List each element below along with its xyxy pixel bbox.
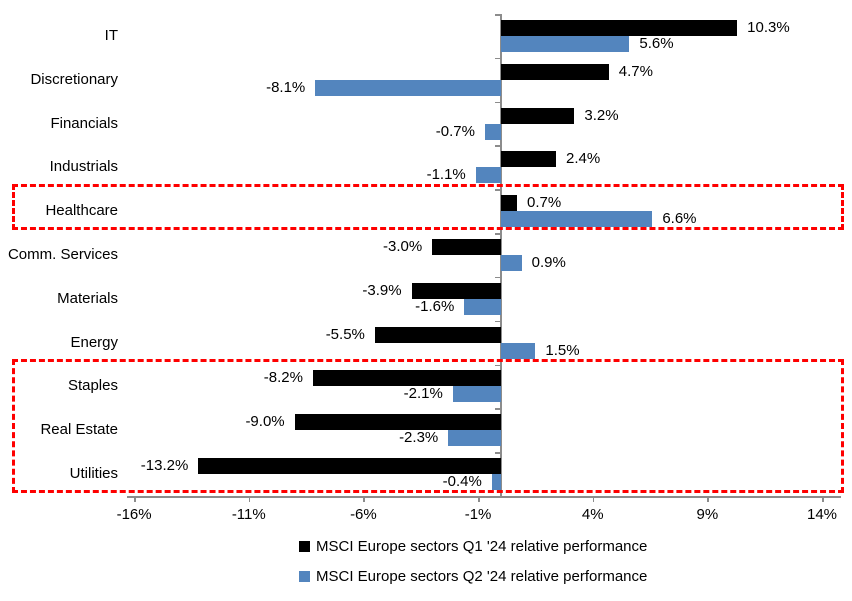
category-label-financials: Financials xyxy=(50,114,118,132)
value-label-q2-utilities: -0.4% xyxy=(442,473,482,491)
legend-swatch-q1 xyxy=(299,540,310,552)
bar-q2-industrials xyxy=(475,167,501,184)
y-axis-tick xyxy=(495,276,501,279)
bar-q1-discretionary xyxy=(501,63,609,80)
x-tick-label-11: -11% xyxy=(231,506,266,523)
y-axis-tick xyxy=(495,233,501,235)
y-axis-tick xyxy=(495,320,501,323)
category-label-discretionary: Discretionary xyxy=(30,70,118,88)
x-axis-tick xyxy=(707,496,709,502)
value-label-q2-materials: -1.6% xyxy=(415,297,455,315)
legend-swatch-q2 xyxy=(299,570,310,582)
highlight-box-1 xyxy=(12,183,844,230)
bar-q2-materials xyxy=(464,298,501,315)
value-label-q1-healthcare: 0.7% xyxy=(527,194,562,212)
value-label-q2-staples: -2.1% xyxy=(403,385,443,403)
value-label-q1-comm-services: -3.0% xyxy=(383,237,423,255)
x-axis-tick xyxy=(478,496,480,502)
bar-q2-staples xyxy=(452,386,501,403)
x-tick-label-16: -16% xyxy=(116,506,152,523)
y-axis-tick xyxy=(495,14,501,16)
legend-label-q1: MSCI Europe sectors Q1 '24 relative perf… xyxy=(316,537,648,555)
legend-item-q1: MSCI Europe sectors Q1 '24 relative perf… xyxy=(299,536,647,556)
value-label-q2-financials: -0.7% xyxy=(435,122,475,140)
category-label-it: IT xyxy=(104,26,118,44)
x-axis-line xyxy=(127,496,841,498)
category-label-energy: Energy xyxy=(70,333,118,351)
x-tick-label-6: -6% xyxy=(350,506,377,523)
bar-q2-energy xyxy=(501,342,536,359)
category-label-staples: Staples xyxy=(67,377,118,395)
x-tick-label-4: 4% xyxy=(581,506,604,523)
bar-q1-energy xyxy=(374,326,501,343)
y-axis-tick xyxy=(495,408,501,410)
x-axis-tick xyxy=(592,496,595,502)
y-axis-line xyxy=(500,14,502,496)
category-label-real-estate: Real Estate xyxy=(40,421,118,439)
value-label-q1-discretionary: 4.7% xyxy=(618,62,653,80)
bar-q2-real-estate xyxy=(448,430,501,447)
x-axis-tick xyxy=(363,496,365,502)
value-label-q1-financials: 3.2% xyxy=(584,106,619,124)
bar-q1-financials xyxy=(501,107,575,124)
value-label-q1-utilities: -13.2% xyxy=(140,457,189,475)
value-label-q1-energy: -5.5% xyxy=(325,325,365,343)
value-label-q2-discretionary: -8.1% xyxy=(266,78,306,96)
legend-label-q2: MSCI Europe sectors Q2 '24 relative perf… xyxy=(316,567,648,585)
bar-q2-comm-services xyxy=(501,254,522,271)
x-tick-label-9: 9% xyxy=(696,506,719,523)
bar-q2-healthcare xyxy=(501,211,653,228)
value-label-q1-industrials: 2.4% xyxy=(566,150,601,168)
y-axis-tick xyxy=(495,145,501,147)
category-label-comm-services: Comm. Services xyxy=(7,246,118,263)
category-label-materials: Materials xyxy=(57,289,118,307)
bar-q2-discretionary xyxy=(315,79,501,96)
bar-q1-staples xyxy=(312,370,501,387)
value-label-q2-it: 5.6% xyxy=(639,34,674,52)
bar-q2-utilities xyxy=(491,474,501,491)
value-label-q1-it: 10.3% xyxy=(747,18,790,36)
category-label-healthcare: Healthcare xyxy=(45,202,118,220)
highlight-box-2 xyxy=(12,359,844,493)
y-axis-tick xyxy=(495,57,501,60)
value-label-q2-industrials: -1.1% xyxy=(426,166,466,184)
bar-q2-it xyxy=(501,35,630,52)
x-axis-tick xyxy=(248,496,251,502)
value-label-q1-materials: -3.9% xyxy=(362,281,402,299)
legend-item-q2: MSCI Europe sectors Q2 '24 relative perf… xyxy=(299,566,647,586)
y-axis-tick xyxy=(495,101,501,104)
x-axis-tick xyxy=(134,496,136,502)
y-axis-tick xyxy=(495,452,501,454)
bar-q1-healthcare xyxy=(501,195,518,212)
y-axis-tick xyxy=(495,189,501,191)
bar-q1-it xyxy=(501,19,738,36)
bar-q1-materials xyxy=(411,282,501,299)
category-label-industrials: Industrials xyxy=(49,158,118,176)
legend: MSCI Europe sectors Q1 '24 relative perf… xyxy=(0,530,852,600)
value-label-q2-healthcare: 6.6% xyxy=(662,210,697,228)
category-label-utilities: Utilities xyxy=(69,465,118,483)
bar-q1-utilities xyxy=(198,458,501,475)
x-axis-tick xyxy=(822,496,824,502)
value-label-q2-energy: 1.5% xyxy=(545,341,580,359)
value-label-q1-real-estate: -9.0% xyxy=(245,413,285,431)
value-label-q2-comm-services: 0.9% xyxy=(531,253,566,271)
value-label-q1-staples: -8.2% xyxy=(263,369,303,387)
bar-q1-industrials xyxy=(501,151,557,168)
bar-q2-financials xyxy=(484,123,501,140)
y-axis-tick xyxy=(495,364,501,367)
bar-q1-real-estate xyxy=(294,414,501,431)
bar-q1-comm-services xyxy=(432,238,501,255)
value-label-q2-real-estate: -2.3% xyxy=(399,429,439,447)
x-tick-label-1: -1% xyxy=(464,506,492,523)
x-tick-label-14: 14% xyxy=(807,506,838,523)
